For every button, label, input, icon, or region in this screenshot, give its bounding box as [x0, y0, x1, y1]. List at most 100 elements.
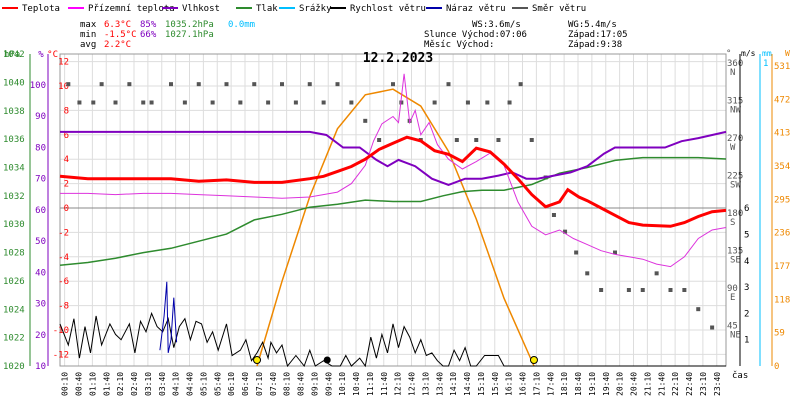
- hpa-tick-label: 1024: [3, 305, 25, 315]
- wind-direction-marker: [91, 100, 96, 105]
- time-tick-label: 12:10: [394, 372, 403, 396]
- hpa-tick-label: 1020: [3, 362, 25, 372]
- wind-direction-marker: [399, 100, 404, 105]
- stat-min-hum: 66%: [140, 30, 157, 40]
- legend-label: Přízemní teplota: [88, 4, 175, 14]
- moon-event-marker: [323, 356, 331, 364]
- stat-ws: WS:3.6m/s: [472, 20, 521, 30]
- stat-max-label: max: [80, 20, 97, 30]
- temp-tick-label: 8: [64, 106, 69, 116]
- dir-tick-compass: NW: [730, 106, 741, 116]
- w-tick-label: 472: [774, 95, 790, 105]
- stat-min-press: 1027.1hPa: [165, 30, 214, 40]
- dir-tick-compass: SW: [730, 181, 741, 191]
- stat-avg-temp: 2.2°C: [104, 40, 131, 50]
- time-tick-label: 18:10: [560, 372, 569, 396]
- w-unit-label: W: [785, 49, 790, 58]
- wind-direction-marker: [696, 307, 701, 312]
- time-tick-label: 12:40: [408, 372, 417, 396]
- humidity-line: [60, 130, 727, 186]
- time-tick-label: 06:10: [227, 372, 236, 396]
- dir-tick-degrees: 360: [727, 59, 743, 69]
- time-tick-label: 05:40: [213, 372, 222, 396]
- wind-direction-marker: [485, 100, 490, 105]
- temp-tick-label: -12: [53, 350, 69, 360]
- dir-tick-degrees: 225: [727, 172, 743, 182]
- dir-tick-compass: S: [730, 218, 735, 228]
- time-tick-label: 10:10: [338, 372, 347, 396]
- wind-direction-marker: [496, 138, 501, 142]
- hpa-tick-label: 1036: [3, 135, 25, 145]
- pct-unit-label: %: [38, 50, 44, 60]
- wind-direction-marker: [141, 100, 146, 105]
- dir-tick-degrees: 135: [727, 247, 743, 257]
- temp-tick-label: 4: [64, 155, 69, 165]
- hpa-unit-label: hPa: [4, 50, 20, 60]
- temp-tick-label: -8: [58, 302, 69, 312]
- legend-label: Tlak: [256, 4, 278, 14]
- dir-tick-degrees: 180: [727, 209, 743, 219]
- ms-unit-label: m/s: [741, 49, 756, 58]
- grid: [59, 53, 727, 367]
- ms-tick-label: 3: [744, 283, 749, 293]
- stat-min-label: min: [80, 30, 96, 40]
- legend-label: Rychlost větru: [350, 4, 426, 14]
- wind-direction-marker: [585, 271, 590, 276]
- stats-block: max 6.3°C 85% 1035.2hPa 0.0mm min -1.5°C…: [80, 20, 628, 50]
- time-tick-label: 09:40: [324, 372, 333, 396]
- pct-tick-label: 90: [35, 112, 46, 122]
- wind-direction-marker: [626, 288, 631, 292]
- stat-sun-rise: Slunce Východ:07:06: [424, 30, 527, 40]
- temp-unit-label: °C: [47, 50, 58, 60]
- wind-direction-marker: [529, 138, 534, 142]
- wind-direction-marker: [182, 100, 187, 105]
- wind-direction-marker: [574, 250, 579, 255]
- dir-tick-compass: W: [730, 143, 736, 153]
- pct-tick-label: 30: [35, 300, 46, 310]
- pct-tick-label: 50: [35, 237, 46, 247]
- plot-frame: [59, 53, 727, 367]
- time-tick-label: 08:10: [283, 372, 292, 396]
- time-tick-label: 17:10: [532, 372, 541, 396]
- time-tick-label: 03:10: [144, 372, 153, 396]
- sun-event-marker: [253, 356, 262, 364]
- legend-label: Teplota: [22, 4, 60, 14]
- temp-tick-label: -4: [58, 253, 69, 263]
- mm-unit-label: mm: [762, 49, 772, 58]
- temp-tick-label: 12: [58, 58, 69, 68]
- w-tick-label: 0: [774, 362, 779, 372]
- chart-title: 12.2.2023: [363, 51, 433, 66]
- time-tick-label: 21:10: [643, 372, 652, 396]
- time-tick-label: 04:10: [172, 372, 181, 396]
- dir-tick-degrees: 90: [727, 284, 738, 294]
- hpa-tick-label: 1038: [3, 107, 25, 117]
- wind-direction-marker: [127, 82, 132, 87]
- wind-direction-marker: [149, 100, 154, 105]
- w-tick-label: 295: [774, 195, 790, 205]
- wind-speed-line: [59, 311, 726, 368]
- wind-direction-marker: [432, 100, 437, 105]
- wind-direction-marker: [321, 100, 326, 105]
- mm-tick-label: 1: [763, 59, 768, 69]
- wind-direction-marker: [363, 118, 368, 123]
- stat-min-temp: -1.5°C: [104, 30, 137, 40]
- wind-direction-marker: [66, 82, 71, 87]
- temp-tick-label: 10: [58, 82, 69, 92]
- stat-moon-rise: Měsíc Východ:: [424, 40, 494, 50]
- time-tick-label: 14:40: [463, 372, 472, 396]
- time-tick-label: 17:40: [546, 372, 555, 396]
- wind-direction-marker: [335, 82, 340, 87]
- wind-direction-marker: [465, 100, 470, 105]
- time-tick-label: 20:10: [616, 372, 625, 396]
- hpa-tick-label: 1034: [3, 163, 25, 173]
- temp-tick-label: -6: [58, 277, 69, 287]
- dir-tick-compass: SE: [730, 256, 741, 266]
- ms-tick-label: 5: [744, 231, 749, 241]
- legend-label: Srážky: [299, 4, 332, 14]
- ms-tick-label: 4: [744, 257, 749, 267]
- stat-max-temp: 6.3°C: [104, 20, 131, 30]
- wind-direction-marker: [613, 250, 617, 255]
- ground-temp-line: [60, 73, 727, 268]
- stat-max-press: 1035.2hPa: [165, 20, 214, 30]
